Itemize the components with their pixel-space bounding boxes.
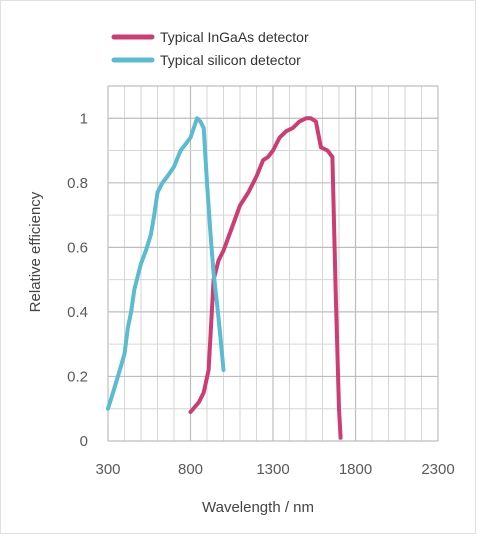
legend-label-ingaas: Typical InGaAs detector [160, 29, 309, 45]
y-tick-label: 0.6 [67, 239, 88, 256]
legend-label-silicon: Typical silicon detector [160, 52, 301, 68]
y-axis-label: Relative efficiency [27, 191, 44, 312]
x-tick-label: 2300 [421, 461, 454, 478]
x-tick-label: 1300 [256, 461, 289, 478]
y-tick-label: 1 [80, 110, 88, 127]
x-tick-label: 1800 [339, 461, 372, 478]
series-line-silicon [106, 116, 226, 411]
x-axis-label: Wavelength / nm [202, 499, 314, 516]
series-lines [106, 116, 343, 440]
y-tick-label: 0.2 [67, 368, 88, 385]
x-tick-label: 800 [178, 461, 203, 478]
x-tick-label: 300 [95, 461, 120, 478]
tick-labels: 300 800 1300 1800 2300 0 0.2 0.4 0.6 0.8 1 [67, 110, 455, 478]
grid [107, 85, 439, 442]
legend: Typical InGaAs detector Typical silicon … [111, 29, 309, 68]
y-tick-label: 0 [80, 433, 88, 450]
y-tick-label: 0.4 [67, 304, 88, 321]
y-tick-label: 0.8 [67, 175, 88, 192]
